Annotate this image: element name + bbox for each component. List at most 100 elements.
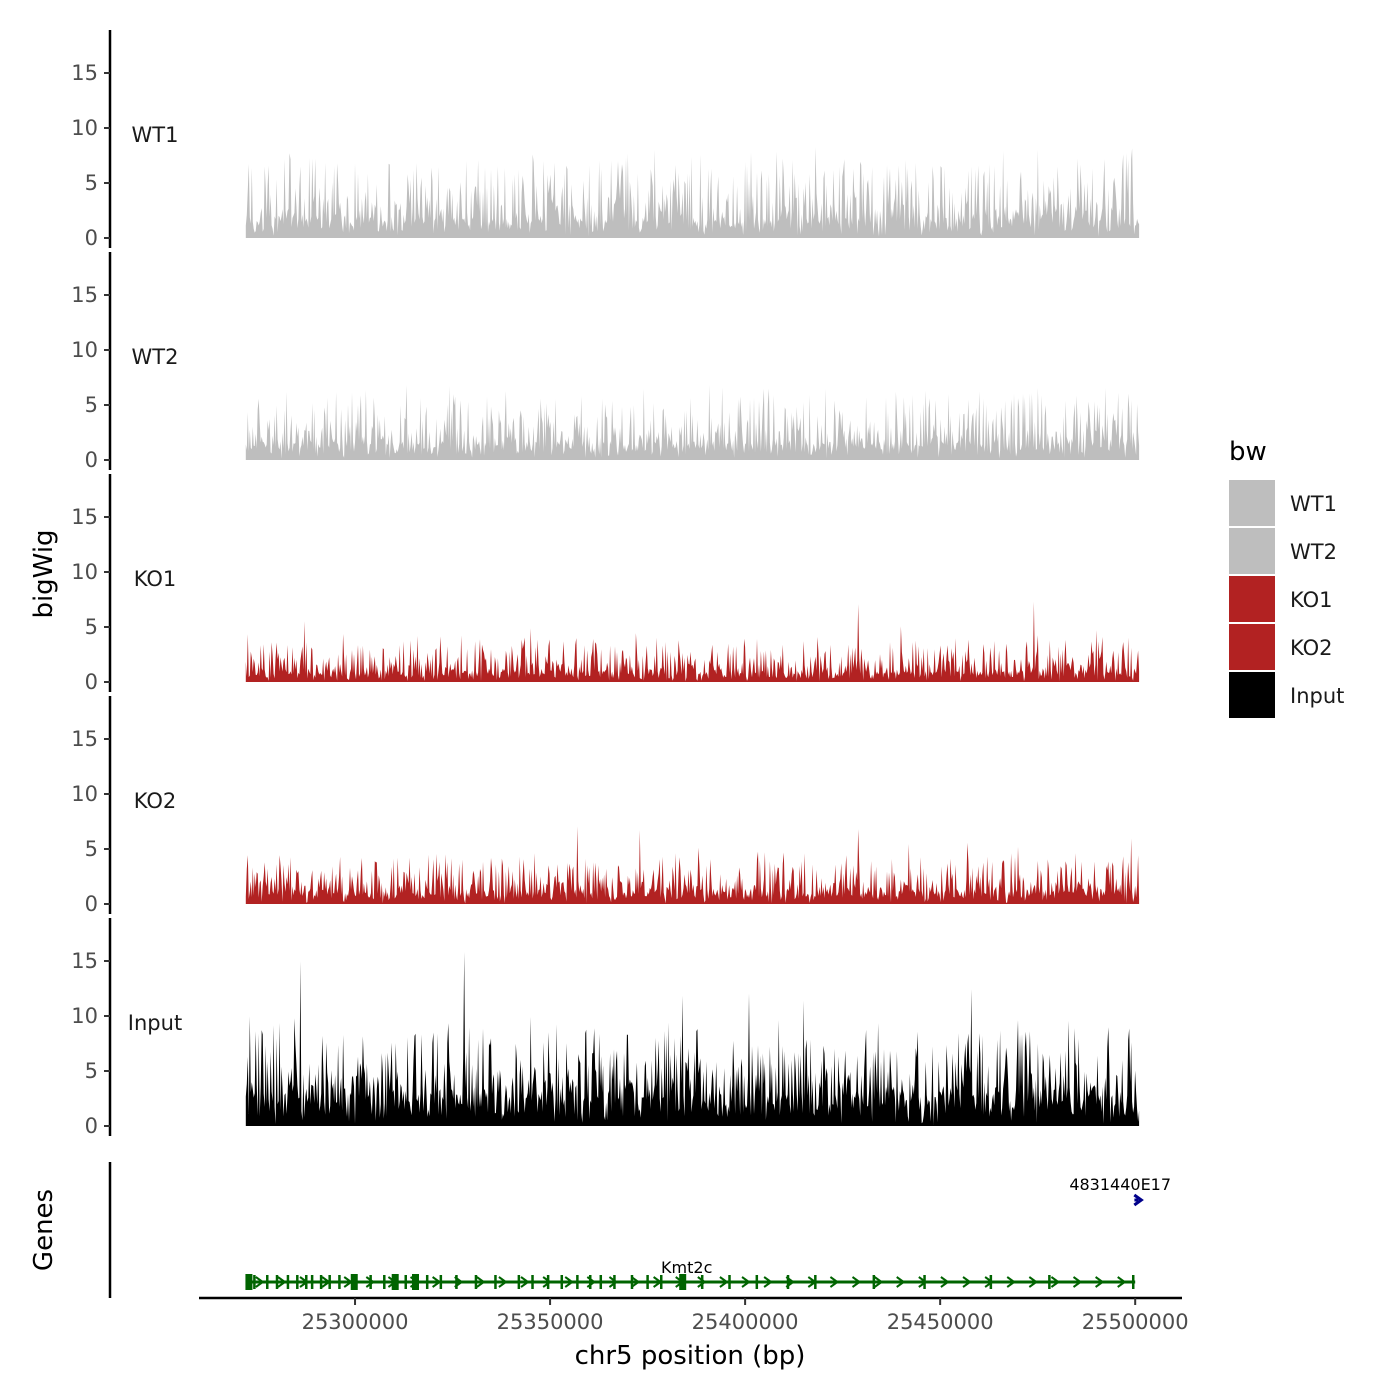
panel-ko2: 0 5 10 15 KO2 — [71, 696, 1140, 916]
exon — [700, 1275, 704, 1289]
gene-label: 4831440E17 — [1069, 1175, 1171, 1194]
strand-arrow — [962, 1276, 972, 1288]
x-tick-label: 25300000 — [302, 1310, 409, 1334]
strand-arrow — [697, 1276, 707, 1288]
exon — [328, 1275, 331, 1289]
y-tick-label: 15 — [71, 727, 98, 751]
exon — [923, 1275, 926, 1289]
exon — [755, 1275, 759, 1289]
exon — [786, 1275, 790, 1289]
legend-label-ko2: KO2 — [1290, 636, 1333, 660]
panel-ko1: 0 5 10 15 KO1 — [71, 474, 1140, 694]
exon — [455, 1275, 458, 1289]
exon — [576, 1275, 579, 1289]
exon — [425, 1275, 429, 1289]
exon — [630, 1275, 634, 1289]
strand-arrow — [476, 1276, 486, 1288]
gene-label: Kmt2c — [661, 1258, 712, 1277]
legend-title: bw — [1229, 437, 1267, 467]
coverage-area-wt1 — [245, 147, 1140, 238]
legend-swatch-input — [1229, 672, 1275, 718]
strand-arrow — [851, 1276, 862, 1288]
exon — [679, 1274, 687, 1290]
strand-arrow — [1095, 1276, 1105, 1288]
exon — [338, 1275, 341, 1289]
exon — [369, 1275, 372, 1289]
coverage-area-ko2 — [245, 826, 1140, 904]
strand-arrow — [741, 1276, 751, 1288]
y-tick-label: 5 — [85, 615, 98, 639]
strand-arrow — [918, 1276, 928, 1288]
exon — [560, 1275, 564, 1289]
y-tick-label: 15 — [71, 949, 98, 973]
strand-arrow — [1050, 1276, 1061, 1288]
exon — [588, 1275, 592, 1289]
exon — [391, 1274, 399, 1290]
gene-kmt2c: Kmt2c — [245, 1258, 1136, 1290]
strand-arrow — [277, 1276, 287, 1288]
legend-label-input: Input — [1290, 684, 1344, 708]
y-tick-label: 15 — [71, 505, 98, 529]
y-tick-label: 5 — [85, 837, 98, 861]
exon — [310, 1275, 314, 1289]
gene-panel: Kmt2c 4831440E17 — [108, 1162, 1171, 1298]
strand-arrow — [896, 1276, 906, 1288]
exon — [404, 1275, 407, 1289]
exon — [275, 1275, 279, 1289]
genes-axis-title: Genes — [29, 1189, 59, 1271]
x-axis-title: chr5 position (bp) — [575, 1341, 806, 1371]
panel-wt1: 0 5 10 15 WT1 — [71, 30, 1140, 250]
y-axis-title: bigWig — [29, 529, 59, 618]
y-tick-label: 15 — [71, 61, 98, 85]
exon — [646, 1275, 649, 1289]
exon — [494, 1275, 497, 1289]
exon — [1131, 1275, 1135, 1289]
exon — [439, 1275, 443, 1289]
strand-arrow — [874, 1276, 884, 1288]
track-label-ko1: KO1 — [134, 567, 177, 591]
exon — [305, 1275, 308, 1289]
track-label-ko2: KO2 — [134, 789, 177, 813]
strand-arrow — [1133, 1193, 1144, 1207]
coverage-area-wt2 — [245, 385, 1140, 460]
y-tick-label: 15 — [71, 283, 98, 307]
strand-arrow — [630, 1276, 641, 1288]
strand-arrow — [542, 1276, 552, 1288]
y-tick-label: 5 — [85, 393, 98, 417]
strand-arrow — [719, 1276, 729, 1288]
y-tick-label: 0 — [85, 226, 98, 250]
y-tick-label: 10 — [71, 338, 98, 362]
strand-arrow — [365, 1276, 376, 1288]
x-tick-label: 25500000 — [1082, 1310, 1189, 1334]
y-tick-label: 5 — [85, 171, 98, 195]
coverage-area-input — [245, 952, 1140, 1126]
legend-swatch-wt2 — [1229, 528, 1275, 574]
y-tick-label: 10 — [71, 560, 98, 584]
strand-arrow — [1028, 1276, 1039, 1288]
strand-arrow — [763, 1276, 773, 1288]
exon — [296, 1275, 299, 1289]
strand-arrow — [608, 1276, 619, 1288]
exon — [350, 1274, 358, 1290]
legend-label-wt2: WT2 — [1290, 540, 1337, 564]
legend-label-wt1: WT1 — [1290, 492, 1337, 516]
panel-wt2: 0 5 10 15 WT2 — [71, 252, 1140, 472]
exon — [253, 1275, 256, 1289]
track-label-wt1: WT1 — [132, 123, 179, 147]
exon — [728, 1275, 731, 1289]
panel-input: 0 5 10 15 Input — [71, 918, 1140, 1138]
exon — [613, 1275, 616, 1289]
strand-arrow — [255, 1276, 265, 1288]
legend-swatch-ko2 — [1229, 624, 1275, 670]
exon — [245, 1274, 253, 1290]
legend-label-ko1: KO1 — [1290, 588, 1333, 612]
strand-arrow — [1072, 1276, 1083, 1288]
exon — [659, 1275, 663, 1289]
exon — [286, 1275, 290, 1289]
strand-arrow — [520, 1276, 530, 1288]
exon — [531, 1275, 534, 1289]
coverage-area-ko1 — [245, 601, 1140, 682]
strand-arrow — [940, 1276, 950, 1288]
strand-arrow — [498, 1276, 508, 1288]
